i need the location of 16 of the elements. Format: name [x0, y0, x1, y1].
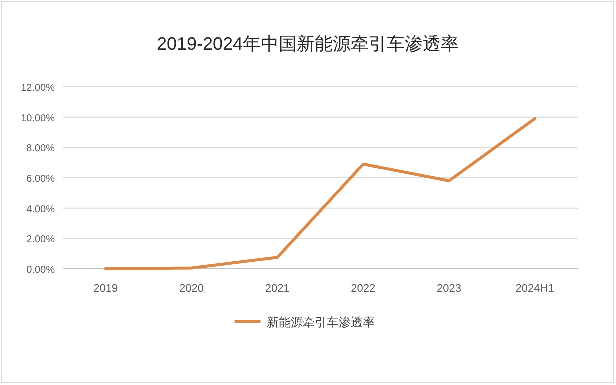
x-tick-label: 2022	[351, 283, 376, 295]
x-tick-label: 2019	[94, 283, 118, 295]
y-tick-label: 0.00%	[26, 265, 56, 276]
x-tick-label: 2024H1	[516, 283, 554, 295]
legend-label: 新能源牵引车渗透率	[266, 316, 375, 330]
y-tick-label: 8.00%	[26, 144, 56, 155]
chart-title: 2019-2024年中国新能源牵引车渗透率	[156, 34, 460, 54]
y-tick-label: 2.00%	[26, 234, 56, 246]
y-tick-label: 12.00%	[21, 83, 56, 94]
y-tick-label: 10.00%	[21, 113, 56, 124]
x-tick-label: 2023	[437, 283, 462, 295]
line-series	[104, 117, 537, 270]
x-tick-label: 2020	[180, 283, 204, 295]
y-tick-label: 6.00%	[26, 174, 56, 185]
y-tick-label: 4.00%	[26, 204, 56, 216]
x-tick-label: 2021	[265, 283, 290, 295]
